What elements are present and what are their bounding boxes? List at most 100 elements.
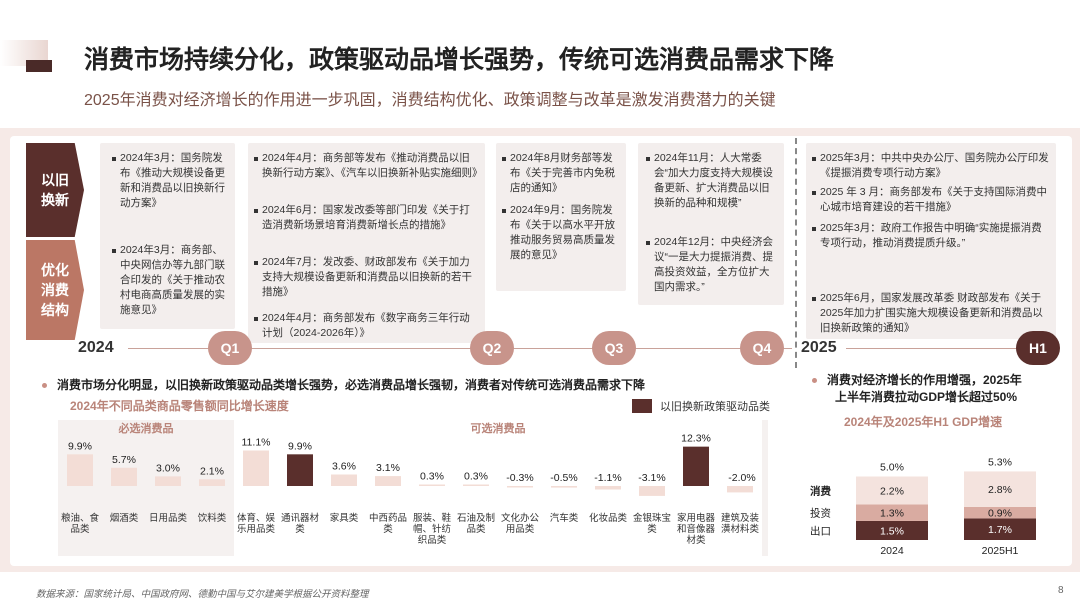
event-text: 2024年3月：国务院发布《推动大规模设备更新和消费品以旧换新行动方案》 [120, 152, 225, 209]
gdp-segment-label: 1.3% [880, 508, 904, 520]
event-text: 2024年8月财务部等发布《关于完善市内免税店的通知》 [510, 152, 615, 194]
gdp-stacked-chart: 出口 投资 消费 1.5% 1.3% 2.2% 1.7% 0.9% 2.8% 5.0% 5.3%… [810, 456, 1036, 557]
quarter-marker-q1: Q1 [208, 331, 252, 365]
gdp-heading-line-1: 消费对经济增长的作用增强，2025年 [812, 372, 1022, 389]
gdp-segment [964, 518, 1036, 540]
bullet-icon [502, 157, 506, 161]
gdp-chart-title: 2024年及2025年H1 GDP增速 [844, 415, 1003, 429]
retail-chart-group-titles: 必选消费品可选消费品耐用品 [118, 421, 526, 435]
page-title: 消费市场持续分化，政策驱动品增长强势，传统可选消费品需求下降 [84, 46, 835, 74]
chart-category-label: 家用电器 [677, 512, 716, 524]
chart-value-label: 5.7% [112, 454, 136, 466]
gdp-segment [856, 504, 928, 521]
gdp-total-label: 5.0% [880, 462, 904, 474]
chart-bar [683, 446, 709, 486]
chart-bar [463, 484, 489, 486]
event-text: 2024年6月：国家发改委等部门印发《关于打造消费新场景培育消费新增长点的措施》 [262, 204, 470, 231]
event-item: 2024年11月：人大常委会“加大力度支持大规模设备更新、扩大消费品以旧换新的品… [646, 151, 778, 211]
chart-category-label: 汽车类 [550, 512, 579, 524]
gdp-section-heading: 消费对经济增长的作用增强，2025年 上半年消费拉动GDP增长超过50% [812, 372, 1022, 406]
gdp-chart-category-labels: 2024 2025H1 [880, 545, 1018, 557]
half-year-marker-h1: H1 [1016, 331, 1060, 365]
gdp-segment [964, 471, 1036, 507]
event-item: 2024年7月：发改委、财政部发布《关于加力支持大规模设备更新和消费品以旧换新的… [254, 255, 480, 300]
chart-value-label: 3.1% [376, 462, 400, 474]
gdp-chart-segments: 1.5% 1.3% 2.2% 1.7% 0.9% 2.8% [856, 471, 1036, 540]
bullet-icon [812, 157, 816, 161]
chart-category-label: 日用品类 [149, 512, 188, 524]
event-item: 2024年8月财务部等发布《关于完善市内免税店的通知》 [502, 151, 620, 196]
bullet-icon [812, 227, 816, 231]
chart-category-label: 建筑及装 [721, 512, 760, 524]
chart-bar [155, 476, 181, 486]
chart-value-label: -0.5% [550, 472, 577, 484]
chart-category-label: 乐用品类 [237, 523, 276, 535]
retail-chart-group-backgrounds [58, 420, 768, 556]
gdp-segment-label: 2.8% [988, 484, 1012, 496]
gdp-category-label: 2024 [880, 545, 904, 557]
event-text: 2024年4月：商务部等发布《推动消费品以旧换新行动方案》、《汽车以旧换新补贴实… [262, 152, 483, 179]
timeline-column-q1: 2024年3月：国务院发布《推动大规模设备更新和消费品以旧换新行动方案》 202… [100, 143, 235, 329]
chart-category-label: 金银珠宝 [633, 512, 671, 524]
chart-group-background [234, 420, 762, 556]
quarter-marker-q2: Q2 [470, 331, 514, 365]
chart-bar [595, 486, 621, 490]
year-divider [795, 138, 797, 368]
row-label-optimize-text: 优化 消费 结构 [41, 262, 69, 318]
event-text: 2024年11月：人大常委会“加大力度支持大规模设备更新、扩大消费品以旧换新的品… [654, 152, 773, 209]
chart-value-label: 12.3% [681, 433, 711, 445]
event-text: 2024年12月：中央经济会议“一是大力提振消费、提高投资效益，全方位扩大国内需… [654, 236, 774, 293]
row-label-trade-in-text: 以旧 换新 [41, 172, 69, 208]
page-subtitle: 2025年消费对经济增长的作用进一步巩固，消费结构优化、政策调整与改革是激发消费… [84, 92, 776, 109]
bullet-icon [502, 209, 506, 213]
chart-category-label: 类 [383, 523, 393, 535]
gdp-series-label: 消费 [810, 484, 831, 497]
chart-value-label: 0.3% [420, 471, 444, 483]
chart-value-label: 3.0% [156, 462, 180, 474]
legend-swatch [632, 399, 652, 413]
chart-group-background [58, 420, 234, 556]
legend-label: 以旧换新政策驱动品类 [660, 401, 770, 413]
chart-bar [639, 486, 665, 496]
chart-category-label: 家具类 [330, 512, 359, 524]
gdp-heading-line-2: 上半年消费拉动GDP增长超过50% [835, 390, 1018, 404]
bullet-icon [812, 191, 816, 195]
event-text: 2025 年 3 月：商务部发布《关于支持国际消费中心城市培育建设的若干措施》 [820, 186, 1047, 213]
gdp-series-label: 出口 [810, 524, 831, 537]
chart-category-label: 和音像器 [677, 523, 716, 535]
event-text: 2024年7月：发改委、财政部发布《关于加力支持大规模设备更新和消费品以旧换新的… [262, 256, 472, 298]
chart-category-label: 品类 [70, 523, 90, 535]
retail-chart-title: 2024年不同品类商品零售额同比增长速度 [70, 399, 289, 413]
retail-chart-legend: 以旧换新政策驱动品类 [632, 398, 770, 414]
retail-chart-bars [67, 446, 753, 496]
quarter-marker-q3: Q3 [592, 331, 636, 365]
chart-category-label: 类 [647, 523, 657, 535]
page-number: 8 [1058, 585, 1064, 596]
chart-value-label: -0.3% [506, 472, 533, 484]
chart-value-label: 3.6% [332, 460, 356, 472]
event-text: 2025年6月，国家发展改革委 财政部发布《关于2025年加力扩围实施大规模设备… [820, 292, 1043, 334]
event-item: 2024年9月：国务院发布《关于以高水平开放推动服务贸易高质量发展的意见》 [502, 203, 620, 263]
chart-group-title: 必选消费品 [118, 421, 174, 435]
chart-category-label: 用品类 [506, 523, 535, 535]
event-item: 2025 年 3 月：商务部发布《关于支持国际消费中心城市培育建设的若干措施》 [812, 185, 1050, 215]
gdp-segment [856, 476, 928, 505]
chart-group-background [762, 420, 768, 556]
gdp-segment-label: 1.5% [880, 525, 904, 537]
bullet-icon [254, 157, 258, 161]
gdp-segment-label: 0.9% [988, 508, 1012, 520]
chart-bar [551, 486, 577, 488]
gdp-segment-label: 1.7% [988, 524, 1012, 536]
event-text: 2024年3月：商务部、中央网信办等九部门联合印发的《关于推动农村电商高质量发展… [120, 244, 225, 316]
chart-category-label: 通讯器材 [281, 512, 320, 524]
bullet-icon [254, 317, 258, 321]
bullet-icon [646, 157, 650, 161]
chart-bar [419, 484, 445, 486]
gdp-segment [964, 506, 1036, 519]
year-label-2024: 2024 [78, 339, 114, 356]
chart-category-label: 品类 [466, 523, 486, 535]
gdp-segment [856, 520, 928, 540]
chart-category-label: 粮油、食 [61, 512, 100, 524]
